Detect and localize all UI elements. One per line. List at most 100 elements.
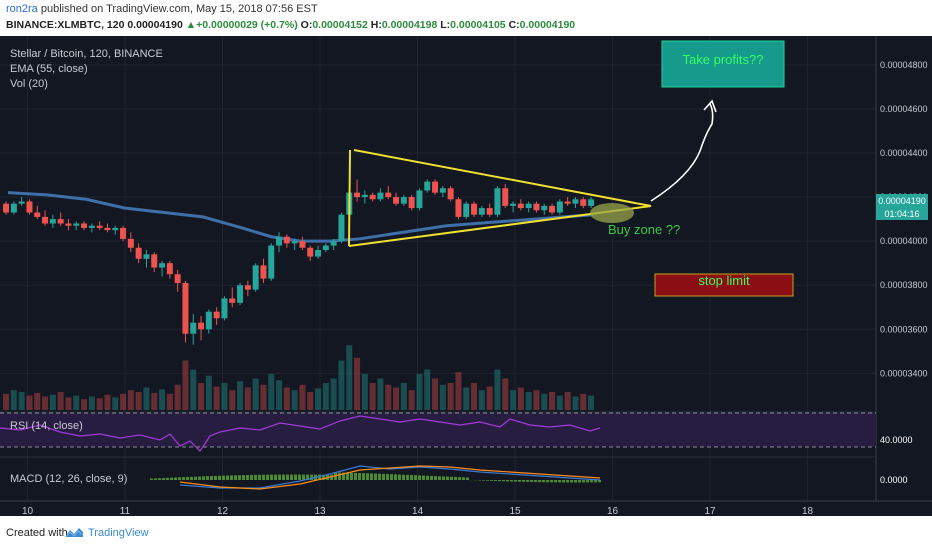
candle-body[interactable] bbox=[463, 203, 470, 217]
candle-body[interactable] bbox=[3, 203, 10, 213]
candle-body[interactable] bbox=[533, 203, 540, 211]
time-axis[interactable]: 10 11 12 13 14 15 16 17 18 bbox=[22, 506, 814, 517]
volume-bar bbox=[556, 395, 563, 410]
candle-body[interactable] bbox=[174, 274, 181, 284]
candle-body[interactable] bbox=[260, 265, 267, 279]
projection-arrow[interactable] bbox=[650, 103, 714, 202]
chart-area[interactable]: Buy zone ?? Take profits?? stop limit St… bbox=[0, 36, 932, 517]
candle-body[interactable] bbox=[135, 247, 142, 259]
take-profits-box[interactable] bbox=[661, 40, 785, 88]
candle-body[interactable] bbox=[471, 203, 478, 215]
triangle-upper-line[interactable] bbox=[353, 149, 652, 207]
candle-body[interactable] bbox=[510, 203, 517, 206]
candle-body[interactable] bbox=[416, 190, 423, 209]
candle-body[interactable] bbox=[96, 225, 103, 228]
volume-bar bbox=[424, 369, 431, 410]
candle-body[interactable] bbox=[556, 201, 563, 213]
candle-body[interactable] bbox=[393, 197, 400, 204]
candle-body[interactable] bbox=[166, 263, 173, 275]
candle-body[interactable] bbox=[221, 298, 228, 319]
candle-body[interactable] bbox=[439, 188, 446, 193]
candle-body[interactable] bbox=[73, 223, 80, 226]
macd-hist-bar bbox=[430, 475, 433, 480]
candle-body[interactable] bbox=[237, 285, 244, 303]
candle-body[interactable] bbox=[517, 203, 524, 209]
candle-body[interactable] bbox=[112, 227, 119, 231]
candle-body[interactable] bbox=[486, 208, 493, 215]
candle-body[interactable] bbox=[322, 245, 329, 250]
buy-zone-ellipse[interactable] bbox=[590, 203, 634, 223]
candle-body[interactable] bbox=[229, 298, 236, 303]
candle-body[interactable] bbox=[127, 238, 134, 248]
candle-body[interactable] bbox=[432, 181, 439, 193]
candle-body[interactable] bbox=[283, 236, 290, 244]
volume-bar bbox=[174, 384, 181, 410]
candle-body[interactable] bbox=[151, 254, 158, 268]
author-link[interactable]: ron2ra bbox=[6, 3, 38, 15]
candle-body[interactable] bbox=[424, 181, 431, 191]
candle-body[interactable] bbox=[120, 227, 127, 239]
publication-line: ron2ra published on TradingView.com, May… bbox=[6, 3, 318, 15]
candle-body[interactable] bbox=[525, 203, 532, 209]
candle-body[interactable] bbox=[369, 194, 376, 200]
candle-body[interactable] bbox=[541, 205, 548, 211]
candle-body[interactable] bbox=[18, 201, 25, 204]
candle-body[interactable] bbox=[205, 311, 212, 330]
candle-body[interactable] bbox=[57, 219, 64, 224]
candle-body[interactable] bbox=[198, 322, 205, 330]
candle-body[interactable] bbox=[307, 247, 314, 257]
tradingview-brand-link[interactable]: TradingView bbox=[88, 527, 149, 539]
candle-body[interactable] bbox=[291, 241, 298, 244]
candle-body[interactable] bbox=[42, 216, 49, 224]
candle-body[interactable] bbox=[502, 188, 509, 206]
tradingview-logo-icon[interactable] bbox=[64, 525, 84, 539]
candle-body[interactable] bbox=[572, 199, 579, 204]
candle-body[interactable] bbox=[400, 197, 407, 204]
candle-body[interactable] bbox=[299, 241, 306, 248]
candle-body[interactable] bbox=[455, 199, 462, 217]
candle-body[interactable] bbox=[564, 201, 571, 204]
stop-limit-box[interactable] bbox=[654, 273, 794, 297]
candle-body[interactable] bbox=[81, 223, 88, 228]
candle-body[interactable] bbox=[244, 285, 251, 290]
candle-body[interactable] bbox=[478, 208, 485, 215]
volume-bar bbox=[237, 381, 244, 410]
macd-hist-bar bbox=[194, 476, 197, 480]
candle-body[interactable] bbox=[143, 254, 150, 259]
candle-body[interactable] bbox=[385, 192, 392, 198]
candle-body[interactable] bbox=[213, 311, 220, 319]
candle-body[interactable] bbox=[104, 227, 111, 231]
chart-svg[interactable]: Buy zone ?? Take profits?? stop limit St… bbox=[0, 36, 932, 517]
candle-body[interactable] bbox=[361, 194, 368, 198]
candle-body[interactable] bbox=[377, 192, 384, 200]
candle-body[interactable] bbox=[580, 199, 587, 206]
macd-label: MACD (12, 26, close, 9) bbox=[10, 473, 127, 485]
macd-hist-bar bbox=[282, 474, 285, 480]
candle-body[interactable] bbox=[315, 249, 322, 257]
candle-body[interactable] bbox=[252, 265, 259, 290]
volume-bar bbox=[182, 360, 189, 410]
candle-body[interactable] bbox=[494, 188, 501, 215]
triangle-left-line[interactable] bbox=[348, 149, 351, 247]
candle-body[interactable] bbox=[10, 203, 17, 213]
candles-layer[interactable] bbox=[3, 179, 595, 345]
candle-body[interactable] bbox=[182, 283, 189, 334]
candle-body[interactable] bbox=[65, 223, 72, 226]
candle-body[interactable] bbox=[549, 205, 556, 213]
candle-body[interactable] bbox=[408, 197, 415, 209]
candle-body[interactable] bbox=[447, 188, 454, 200]
volume-bar bbox=[299, 384, 306, 410]
candle-body[interactable] bbox=[26, 201, 33, 213]
candle-body[interactable] bbox=[34, 212, 41, 217]
macd-hist-bar bbox=[494, 480, 497, 482]
candle-body[interactable] bbox=[159, 263, 166, 268]
candle-body[interactable] bbox=[276, 236, 283, 246]
candle-body[interactable] bbox=[588, 199, 595, 206]
candle-body[interactable] bbox=[49, 219, 56, 224]
candle-body[interactable] bbox=[330, 241, 337, 246]
candle-body[interactable] bbox=[268, 245, 275, 279]
candle-body[interactable] bbox=[354, 192, 361, 198]
candle-body[interactable] bbox=[88, 225, 95, 228]
candle-body[interactable] bbox=[338, 214, 345, 242]
candle-body[interactable] bbox=[190, 322, 197, 334]
